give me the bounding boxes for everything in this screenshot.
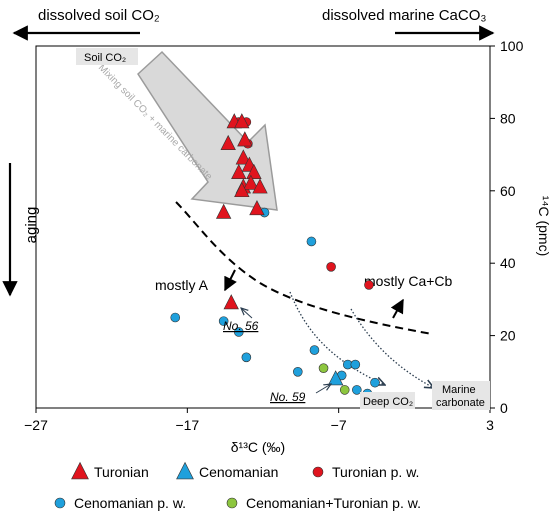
marine-label-line1: Marine bbox=[442, 384, 476, 396]
cenomanian-point bbox=[327, 370, 344, 386]
cenomanian-p-w-point bbox=[241, 352, 252, 363]
no59-pointer bbox=[315, 384, 331, 394]
cenomanian-p-w-point bbox=[293, 366, 303, 377]
legend-label: Turonian p. w. bbox=[332, 464, 419, 480]
turonian-p-w-point bbox=[326, 262, 336, 272]
legend-marker bbox=[71, 461, 89, 480]
turonian-point bbox=[220, 134, 236, 150]
y-tick-label: 20 bbox=[500, 328, 516, 344]
cenomanian-p-w-point bbox=[370, 377, 380, 388]
turonian-point bbox=[234, 181, 250, 198]
y-tick-label: 100 bbox=[500, 38, 524, 54]
sample-no59: No. 59 bbox=[270, 384, 331, 404]
x-axis-label: δ¹³C (‰) bbox=[231, 439, 285, 455]
x-axis: −27 −17 −7 3 bbox=[24, 408, 494, 433]
mostly-cacb-arrow bbox=[390, 298, 404, 319]
trend-arrow-deep bbox=[289, 291, 385, 385]
x-tick-label: −17 bbox=[175, 417, 199, 433]
data-points bbox=[170, 113, 380, 399]
no59-label: No. 59 bbox=[270, 390, 306, 404]
mostly-cacb-label: mostly Ca+Cb bbox=[364, 273, 453, 289]
marine-label-line2: carbonate bbox=[436, 397, 485, 409]
x-tick-label: −7 bbox=[331, 417, 347, 433]
legend-label: Cenomanian p. w. bbox=[74, 495, 186, 511]
top-direction-labels: dissolved soil CO₂ dissolved marine CaCO… bbox=[12, 7, 495, 41]
x-tick-label: 3 bbox=[486, 417, 494, 433]
legend-label: Cenomanian bbox=[199, 464, 278, 480]
legend-marker bbox=[176, 461, 194, 480]
aging-label: aging bbox=[23, 207, 40, 244]
cenomanian-p-w-point bbox=[306, 236, 317, 247]
turonian-p-w-point bbox=[364, 280, 374, 290]
top-label-right: dissolved marine CaCO₃ bbox=[322, 7, 487, 24]
turonian-point bbox=[243, 174, 259, 190]
y-tick-label: 40 bbox=[500, 255, 516, 271]
marine-carbonate-box bbox=[432, 381, 490, 410]
y-tick-label: 60 bbox=[500, 183, 516, 199]
mostly-a-label: mostly A bbox=[155, 277, 209, 293]
no56-pointer bbox=[241, 308, 253, 319]
turonian-point bbox=[246, 163, 262, 179]
cenomanian-p-w-point bbox=[218, 316, 229, 326]
y-tick-label: 0 bbox=[500, 400, 508, 416]
soil-co2-label: Soil CO₂ bbox=[84, 52, 126, 64]
turonian-point bbox=[237, 131, 253, 147]
legend: Turonian Cenomanian Turonian p. w. Cenomani… bbox=[54, 461, 421, 511]
mixing-arrow-shape bbox=[137, 50, 278, 211]
y-axis-label: ¹⁴C (pmc) bbox=[536, 196, 550, 256]
cenomanian-p-w-point bbox=[350, 359, 361, 370]
sample-no56: No. 56 bbox=[223, 308, 259, 333]
turonian-point bbox=[249, 200, 265, 216]
legend-label: Turonian bbox=[94, 464, 149, 480]
y-axis: 0 20 40 60 80 100 bbox=[490, 38, 524, 416]
turonian-point bbox=[223, 294, 239, 310]
no56-label: No. 56 bbox=[223, 319, 259, 333]
cenomanian-p-w-point bbox=[309, 345, 320, 355]
turonian-point bbox=[234, 113, 250, 129]
top-label-left: dissolved soil CO₂ bbox=[38, 7, 160, 24]
boundary-curve bbox=[175, 201, 433, 335]
cenomanian-p-w-point bbox=[233, 327, 244, 337]
turonian-point bbox=[231, 163, 247, 179]
y-tick-label: 80 bbox=[500, 110, 516, 126]
deep-co2-box bbox=[360, 392, 415, 409]
turonian-point bbox=[252, 178, 268, 194]
soil-co2-box bbox=[76, 48, 138, 65]
legend-label: Cenomanian+Turonian p. w. bbox=[246, 495, 421, 511]
legend-marker bbox=[312, 466, 324, 478]
legend-marker bbox=[226, 497, 238, 509]
cenomanian-turonian-p-w-point bbox=[339, 385, 350, 395]
x-tick-label: −27 bbox=[24, 417, 48, 433]
turonian-point bbox=[215, 203, 232, 219]
cenomanian-p-w-point bbox=[170, 312, 181, 323]
deep-co2-label: Deep CO₂ bbox=[363, 396, 413, 408]
cenomanian-turonian-p-w-point bbox=[318, 363, 329, 373]
legend-marker bbox=[54, 497, 66, 509]
mostly-a-arrow bbox=[224, 269, 237, 292]
plot-area bbox=[35, 45, 491, 409]
cenomanian-p-w-point bbox=[352, 385, 362, 395]
turonian-point bbox=[235, 149, 252, 165]
